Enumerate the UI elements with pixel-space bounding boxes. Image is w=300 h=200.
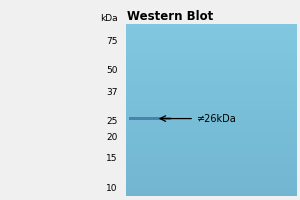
Bar xyxy=(127,164,297,167)
Bar xyxy=(127,173,297,176)
Bar xyxy=(127,139,297,142)
Text: 10: 10 xyxy=(106,184,118,193)
Bar xyxy=(127,78,297,81)
Bar xyxy=(127,35,297,38)
Bar xyxy=(127,96,297,99)
Bar xyxy=(127,53,297,56)
Bar xyxy=(127,144,297,147)
Bar xyxy=(127,127,297,130)
Bar xyxy=(127,24,297,196)
Bar xyxy=(127,30,297,33)
Bar xyxy=(127,162,297,164)
Bar xyxy=(127,84,297,87)
Text: Western Blot: Western Blot xyxy=(128,10,214,23)
Bar xyxy=(127,113,297,116)
Bar xyxy=(127,33,297,35)
Bar xyxy=(127,179,297,182)
Bar xyxy=(127,130,297,133)
Bar xyxy=(127,44,297,47)
Bar xyxy=(127,147,297,150)
Bar xyxy=(127,156,297,159)
Text: 75: 75 xyxy=(106,37,118,46)
Bar xyxy=(127,121,297,124)
Bar xyxy=(127,90,297,93)
Bar xyxy=(127,170,297,173)
Bar xyxy=(127,87,297,90)
Bar xyxy=(127,185,297,187)
Bar xyxy=(127,56,297,58)
Bar xyxy=(127,167,297,170)
Text: 37: 37 xyxy=(106,88,118,97)
Bar xyxy=(127,104,297,107)
Bar xyxy=(127,193,297,196)
Bar xyxy=(127,116,297,119)
Bar xyxy=(127,99,297,101)
Bar xyxy=(127,187,297,190)
Bar xyxy=(127,107,297,110)
Bar xyxy=(127,101,297,104)
Bar xyxy=(127,124,297,127)
Bar xyxy=(127,73,297,76)
Bar xyxy=(127,133,297,136)
Bar xyxy=(127,93,297,96)
Bar xyxy=(127,159,297,162)
Bar xyxy=(127,64,297,67)
Bar xyxy=(127,176,297,179)
Bar xyxy=(127,67,297,70)
Bar xyxy=(127,182,297,185)
Bar xyxy=(127,136,297,139)
Bar xyxy=(127,153,297,156)
Bar xyxy=(127,119,297,121)
Bar xyxy=(127,38,297,41)
Bar xyxy=(127,70,297,73)
Bar xyxy=(127,24,297,27)
Bar xyxy=(127,47,297,50)
Text: 25: 25 xyxy=(106,117,118,126)
Bar xyxy=(127,27,297,30)
Bar xyxy=(127,142,297,144)
Bar xyxy=(127,76,297,78)
Bar xyxy=(127,110,297,113)
Bar xyxy=(127,81,297,84)
Bar xyxy=(127,150,297,153)
Bar xyxy=(127,61,297,64)
Bar xyxy=(127,50,297,53)
Text: ≠26kDa: ≠26kDa xyxy=(197,114,237,124)
Bar xyxy=(127,58,297,61)
Bar xyxy=(127,41,297,44)
Bar xyxy=(129,117,171,120)
Text: 50: 50 xyxy=(106,66,118,75)
Text: kDa: kDa xyxy=(100,14,118,23)
Bar xyxy=(127,190,297,193)
Text: 20: 20 xyxy=(106,133,118,142)
Text: 15: 15 xyxy=(106,154,118,163)
